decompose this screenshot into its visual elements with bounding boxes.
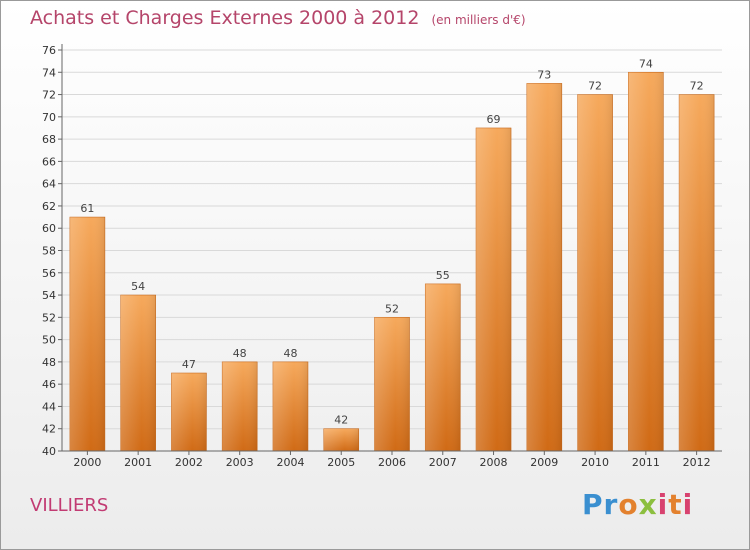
y-tick-label: 70 [42,111,56,124]
y-tick-label: 68 [42,133,56,146]
y-tick-label: 58 [42,245,56,258]
bar-value-label: 55 [436,269,450,282]
bar-value-label: 47 [182,358,196,371]
y-tick-label: 66 [42,155,56,168]
y-tick-label: 46 [42,378,56,391]
bar-shade [628,72,664,452]
y-tick-label: 48 [42,356,56,369]
bar-value-label: 73 [537,68,551,81]
x-tick-label: 2010 [581,456,609,469]
axes: 40 42 44 46 48 50 52 54 56 58 60 62 64 66 68 70 72 74 76 20… [42,44,722,469]
x-tick-label: 2007 [429,456,457,469]
y-tick-label: 44 [42,400,56,413]
proxiti-logo[interactable]: Proxiti [582,488,694,521]
bar-shade [222,361,258,451]
bar-shade [374,317,410,451]
y-tick-label: 74 [42,66,56,79]
y-tick-label: 54 [42,289,56,302]
bar-value-label: 42 [334,414,348,427]
bar-value-label: 69 [487,113,501,126]
y-tick-label: 40 [42,445,56,458]
bar-shade [526,83,562,452]
bar-shade [120,295,156,451]
bar-shade [171,373,207,451]
bar-value-label: 72 [690,80,704,93]
x-tick-label: 2005 [327,456,355,469]
y-tick-label: 50 [42,334,56,347]
city-name: VILLIERS [30,495,109,516]
x-tick-label: 2003 [226,456,254,469]
bar-shade [476,127,512,451]
bar-shade [323,428,359,451]
x-tick-label: 2006 [378,456,406,469]
y-tick-label: 42 [42,423,56,436]
bar-shade [272,361,308,451]
bars-group: 61 54 47 48 48 42 52 55 69 73 72 74 72 [69,57,715,452]
bar-value-label: 52 [385,302,399,315]
bar-shade [577,94,613,452]
y-tick-label: 72 [42,89,56,102]
x-tick-label: 2001 [124,456,152,469]
x-tick-label: 2000 [73,456,101,469]
y-tick-label: 76 [42,44,56,57]
bar-value-label: 72 [588,80,602,93]
y-tick-label: 64 [42,178,56,191]
y-tick-label: 60 [42,222,56,235]
x-tick-label: 2004 [276,456,304,469]
bar-shade [69,217,105,451]
x-tick-label: 2002 [175,456,203,469]
chart-subtitle: (en milliers d'€) [431,13,526,27]
bar-value-label: 48 [283,347,297,360]
x-tick-label: 2012 [683,456,711,469]
title-text: Achats et Charges Externes 2000 à 2012 [30,7,420,29]
bar-shade [425,283,461,451]
bar-shade [679,94,715,452]
x-tick-label: 2011 [632,456,660,469]
y-tick-label: 62 [42,200,56,213]
bar-value-label: 74 [639,57,653,70]
y-tick-label: 56 [42,267,56,280]
bar-value-label: 61 [80,202,94,215]
bar-value-label: 48 [233,347,247,360]
y-tick-label: 52 [42,311,56,324]
bar-value-label: 54 [131,280,145,293]
x-tick-label: 2008 [480,456,508,469]
x-tick-label: 2009 [530,456,558,469]
chart-title: Achats et Charges Externes 2000 à 2012 (e… [30,7,526,29]
